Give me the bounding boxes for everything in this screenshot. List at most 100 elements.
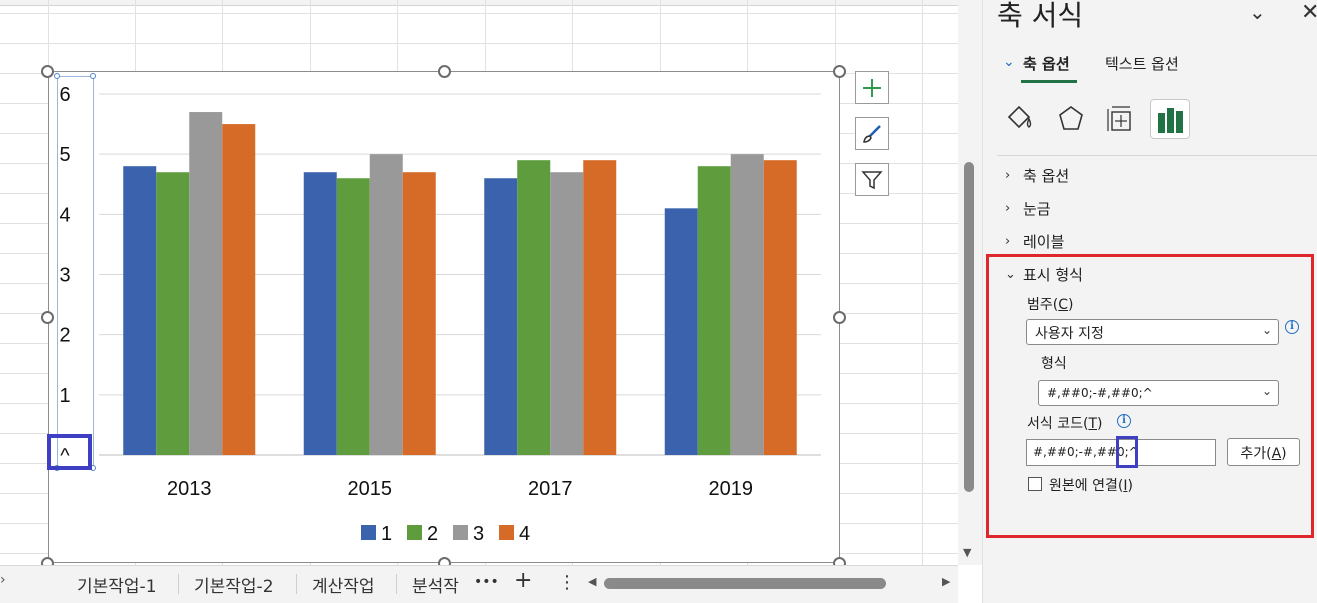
y-tick-label: 6 (59, 84, 70, 106)
chart-styles-button[interactable] (855, 117, 889, 150)
column-chart[interactable]: ^ 1 2 3 4 5 6 2013 2015 2017 2019 1 2 3 4 (49, 72, 841, 564)
add-format-button[interactable]: 추가(A) (1227, 438, 1300, 466)
number-section-highlight (986, 254, 1314, 538)
scroll-tabs-left-icon[interactable]: › (0, 572, 6, 588)
chevron-down-icon: ⌄ (1005, 267, 1016, 282)
chart-elements-button[interactable] (855, 71, 889, 104)
paint-bucket-icon (1007, 105, 1032, 129)
bar (402, 172, 436, 455)
x-tick-label: 2013 (167, 478, 212, 500)
link-source-checkbox[interactable] (1028, 477, 1042, 491)
size-properties-button[interactable] (1103, 101, 1139, 137)
axis-options-button[interactable] (1150, 99, 1190, 139)
section-label: 레이블 (1023, 233, 1065, 251)
brush-icon (863, 124, 881, 143)
resize-handle[interactable] (41, 65, 54, 78)
y-tick-label: 4 (59, 204, 70, 226)
selected-axis-box[interactable] (57, 76, 94, 469)
section-labels[interactable]: › 레이블 (1005, 231, 1064, 252)
section-label: 눈금 (1023, 200, 1051, 218)
pane-options-chevron-icon[interactable]: ⌄ (1249, 0, 1266, 24)
bar (730, 154, 764, 455)
link-source-label[interactable]: 원본에 연결(I) (1049, 478, 1133, 494)
worksheet-area: ^ 1 2 3 4 5 6 2013 2015 2017 2019 1 2 3 4 › 기본작업-1 기본작… (0, 0, 958, 603)
bar (763, 160, 797, 455)
y-tick-label: 1 (59, 385, 70, 407)
vertical-scrollbar-thumb[interactable] (964, 162, 974, 492)
more-sheets-button[interactable]: ••• (474, 574, 499, 590)
tab-divider (396, 574, 397, 594)
type-dropdown[interactable]: #,##0;-#,##0;^ ⌄ (1038, 380, 1279, 406)
category-dropdown[interactable]: 사용자 지정 ⌄ (1026, 319, 1279, 345)
sheet-tab-bar: › 기본작업-1 기본작업-2 계산작업 분석작 ••• + ⋮ ◀ ▶ (0, 565, 958, 603)
legend-swatch (361, 525, 376, 540)
resize-handle[interactable] (438, 65, 451, 78)
add-sheet-button[interactable]: + (514, 568, 533, 593)
info-icon[interactable]: i (1285, 320, 1299, 334)
chevron-down-icon: ⌄ (1261, 323, 1272, 337)
section-ticks[interactable]: › 눈금 (1005, 198, 1051, 219)
bar (336, 178, 370, 455)
tab-chevron-icon: ⌄ (1003, 54, 1015, 70)
sheet-tab[interactable]: 분석작 (412, 577, 459, 597)
y-tick-label: ^ (60, 445, 70, 467)
y-tick-label: 2 (59, 325, 70, 347)
category-label: 범주(C) (1027, 297, 1074, 313)
chart-area[interactable]: ^ 1 2 3 4 5 6 2013 2015 2017 2019 1 2 3 4 (48, 71, 840, 563)
legend-label: 1 (381, 523, 392, 545)
legend-label: 4 (519, 523, 530, 545)
resize-handle[interactable] (41, 311, 54, 324)
chart-filters-button[interactable] (855, 163, 889, 196)
type-value: #,##0;-#,##0;^ (1047, 386, 1153, 400)
sheet-menu-button[interactable]: ⋮ (558, 572, 576, 593)
sheet-tab[interactable]: 기본작업-1 (77, 577, 157, 597)
bar (303, 172, 337, 455)
caret-highlight-box (47, 434, 92, 470)
resize-handle[interactable] (833, 311, 846, 324)
size-properties-icon (1107, 106, 1131, 131)
tab-active-underline (1021, 80, 1077, 83)
y-tick-label: 3 (59, 265, 70, 287)
tab-divider (178, 574, 179, 594)
sheet-tab[interactable]: 기본작업-2 (194, 577, 274, 597)
close-icon[interactable]: ✕ (1301, 0, 1317, 25)
plus-icon (863, 78, 881, 97)
info-icon[interactable]: i (1117, 414, 1131, 428)
section-axis-options[interactable]: › 축 옵션 (1005, 165, 1069, 186)
chevron-down-icon: ⌄ (1261, 384, 1272, 398)
fill-line-button[interactable] (1001, 101, 1037, 137)
resize-handle[interactable] (833, 65, 846, 78)
pane-divider (997, 155, 1317, 156)
horizontal-scrollbar-thumb[interactable] (604, 578, 886, 589)
chevron-right-icon: › (1005, 201, 1011, 216)
vscroll-down-icon[interactable]: ▼ (963, 546, 972, 559)
legend-label: 3 (473, 523, 484, 545)
tab-axis-options[interactable]: 축 옵션 (1023, 55, 1070, 73)
legend-label: 2 (427, 523, 438, 545)
bar (484, 178, 518, 455)
axis-handle[interactable] (54, 73, 60, 79)
section-number[interactable]: ⌄ 표시 형식 (1005, 264, 1083, 285)
effects-button[interactable] (1053, 101, 1089, 137)
hscroll-left-icon[interactable]: ◀ (588, 575, 597, 588)
sheet-tab[interactable]: 계산작업 (312, 577, 375, 597)
bar (369, 154, 403, 455)
x-tick-label: 2019 (709, 478, 754, 500)
bar (222, 124, 256, 456)
y-tick-label: 5 (59, 144, 70, 166)
section-label: 축 옵션 (1023, 167, 1070, 185)
pane-title: 축 서식 (997, 0, 1084, 32)
vertical-scrollbar[interactable]: ▼ (958, 0, 982, 565)
x-tick-label: 2015 (348, 478, 393, 500)
x-tick-label: 2017 (528, 478, 573, 500)
tab-divider (296, 574, 297, 594)
bar (123, 166, 157, 455)
bar (550, 172, 584, 455)
hscroll-right-icon[interactable]: ▶ (942, 575, 951, 588)
row-gridline (0, 43, 958, 44)
bar (697, 166, 731, 455)
axis-handle[interactable] (90, 73, 96, 79)
type-label: 형식 (1041, 356, 1067, 372)
format-code-input[interactable]: #,##0;-#,##0;^ (1026, 439, 1216, 466)
tab-text-options[interactable]: 텍스트 옵션 (1105, 55, 1179, 73)
